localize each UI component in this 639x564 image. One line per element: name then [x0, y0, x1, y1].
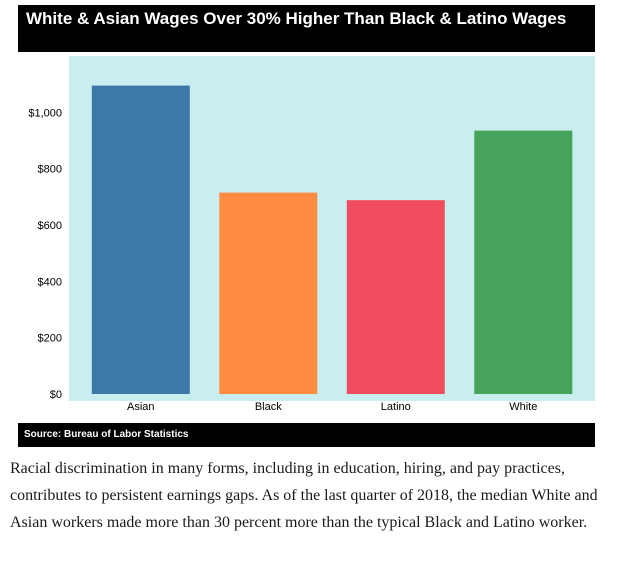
y-tick-label: $600	[38, 220, 62, 232]
article-caption: Racial discrimination in many forms, inc…	[10, 460, 598, 531]
x-tick-label-white: White	[509, 401, 537, 413]
x-axis: Asian Black Latino White	[127, 401, 537, 413]
bar-asian	[91, 85, 190, 394]
bar-latino	[346, 200, 445, 394]
bar-white	[474, 130, 573, 394]
chart-title: White & Asian Wages Over 30% Higher Than…	[18, 5, 595, 52]
y-tick-label: $200	[38, 333, 62, 345]
x-tick-label-latino: Latino	[381, 401, 411, 413]
y-tick-label: $1,000	[28, 107, 62, 119]
x-tick-label-black: Black	[255, 401, 282, 413]
chart-frame: White & Asian Wages Over 30% Higher Than…	[18, 5, 595, 447]
source-note: Source: Bureau of Labor Statistics	[18, 423, 595, 447]
y-tick-label: $0	[50, 389, 62, 401]
bar-chart: $0 $200 $400 $600 $800 $1,000 Asian Black Latin…	[28, 56, 595, 413]
bar-black	[219, 192, 318, 394]
bars	[91, 85, 573, 394]
y-axis: $0 $200 $400 $600 $800 $1,000	[28, 107, 62, 401]
x-tick-label-asian: Asian	[127, 401, 155, 413]
y-tick-label: $800	[38, 164, 62, 176]
y-tick-label: $400	[38, 276, 62, 288]
plot-area: $0 $200 $400 $600 $800 $1,000 Asian Black Latin…	[18, 52, 595, 416]
